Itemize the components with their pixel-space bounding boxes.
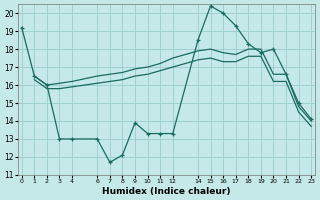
X-axis label: Humidex (Indice chaleur): Humidex (Indice chaleur) [102, 187, 231, 196]
